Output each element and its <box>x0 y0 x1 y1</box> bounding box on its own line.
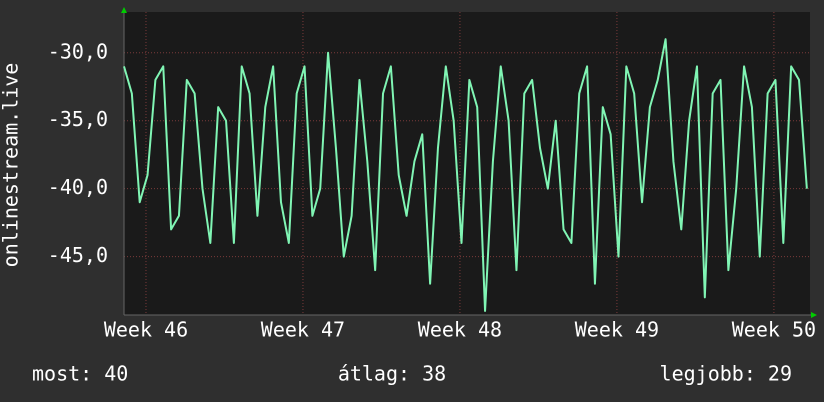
axis-arrow <box>121 7 127 13</box>
x-tick-label: Week 46 <box>104 318 188 342</box>
x-tick-label: Week 49 <box>575 318 659 342</box>
stat-current: most: 40 <box>32 362 128 386</box>
y-tick-label: -35,0 <box>48 107 108 131</box>
x-tick-label: Week 50 <box>732 318 816 342</box>
stat-average: átlag: 38 <box>338 362 446 386</box>
x-tick-label: Week 47 <box>261 318 345 342</box>
axis-arrow <box>811 312 817 318</box>
y-tick-label: -30,0 <box>48 39 108 63</box>
data-line <box>123 38 808 312</box>
y-axis-title: onlinestream.live <box>0 63 23 268</box>
stat-best: legjobb: 29 <box>660 362 792 386</box>
x-tick-label: Week 48 <box>418 318 502 342</box>
y-tick-label: -45,0 <box>48 243 108 267</box>
y-tick-label: -40,0 <box>48 175 108 199</box>
plot-area <box>124 12 810 315</box>
